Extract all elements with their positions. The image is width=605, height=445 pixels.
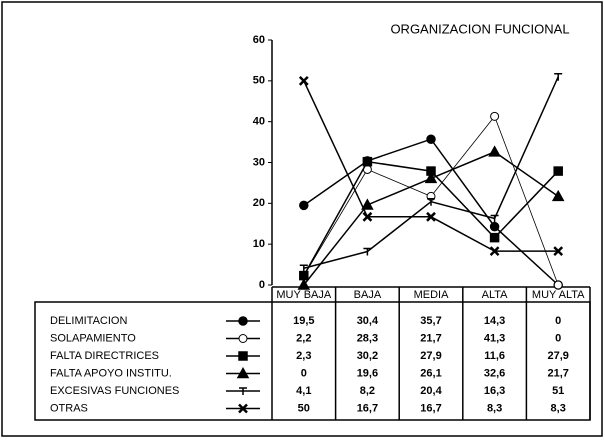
table-cell: 50: [298, 402, 310, 414]
frame: [1, 1, 603, 437]
point: [426, 134, 436, 144]
point: [361, 198, 374, 210]
table-cell: 0: [301, 367, 307, 379]
legend-marker: [238, 403, 248, 414]
legend-marker: [238, 334, 248, 343]
table-cell: 0: [555, 315, 561, 327]
table-cell: 8,3: [487, 402, 502, 414]
point: [299, 264, 308, 273]
point: [299, 200, 309, 211]
legend-label: FALTA APOYO INSTITU.: [50, 367, 172, 379]
table-cell: 41,3: [484, 332, 505, 344]
table-cell: 14,3: [484, 315, 505, 327]
x-tick-label: BAJA: [354, 289, 382, 301]
x-tick-label: MEDIA: [414, 289, 450, 301]
point: [363, 247, 372, 256]
legend-label: OTRAS: [50, 402, 88, 414]
table-cell: 21,7: [420, 332, 441, 344]
table-cell: 16,7: [420, 402, 441, 414]
x-tick-label: ALTA: [482, 289, 509, 301]
table-cell: 19,5: [293, 315, 314, 327]
chart-title: ORGANIZACION FUNCIONAL: [390, 21, 569, 36]
table-cell: 8,2: [360, 385, 375, 397]
legend-label: SOLAPAMIENTO: [50, 332, 136, 344]
table-cell: 20,4: [420, 385, 442, 397]
legend-marker: [236, 366, 250, 379]
table-cell: 16,3: [484, 385, 505, 397]
table-cell: 19,6: [357, 367, 378, 379]
table-cell: 16,7: [357, 402, 378, 414]
y-tick-label: 20: [253, 197, 265, 209]
table-cell: 35,7: [420, 315, 441, 327]
x-tick-label: MUY ALTA: [532, 289, 585, 301]
legend-marker: [239, 387, 247, 395]
point: [427, 197, 435, 206]
point: [489, 232, 500, 243]
y-tick-label: 50: [253, 75, 265, 87]
table-cell: 27,9: [547, 350, 568, 362]
table-cell: 28,3: [357, 332, 378, 344]
point: [298, 75, 309, 86]
table-cell: 0: [555, 332, 561, 344]
x-tick-label: MUY BAJA: [276, 289, 331, 301]
y-tick-label: 60: [253, 34, 265, 46]
table-cell: 11,6: [484, 350, 505, 362]
y-tick-label: 10: [253, 238, 265, 250]
point: [426, 211, 436, 222]
legend-marker: [238, 316, 248, 326]
point: [489, 221, 500, 232]
table-cell: 30,4: [357, 315, 379, 327]
legend-marker: [238, 351, 248, 361]
point: [488, 145, 501, 157]
y-tick-label: 40: [253, 116, 265, 128]
point: [553, 166, 563, 176]
point: [489, 246, 500, 256]
legend-label: EXCESIVAS FUNCIONES: [50, 385, 179, 397]
point: [553, 246, 564, 256]
table-cell: 2,2: [296, 332, 311, 344]
table-cell: 30,2: [357, 350, 378, 362]
point: [490, 214, 499, 223]
table-cell: 27,9: [420, 350, 441, 362]
table-cell: 51: [552, 385, 564, 397]
table-cell: 26,1: [420, 367, 441, 379]
point: [424, 171, 438, 184]
y-tick-label: 0: [259, 279, 265, 291]
point: [553, 280, 563, 290]
line: [303, 80, 559, 252]
point: [551, 189, 565, 202]
legend-label: FALTA DIRECTRICES: [50, 350, 159, 362]
point: [554, 73, 563, 81]
legend-label: DELIMITACION: [50, 315, 127, 327]
table-cell: 21,7: [547, 367, 568, 379]
point: [297, 278, 311, 290]
point: [490, 111, 500, 121]
table-cell: 2,3: [296, 350, 311, 362]
point: [299, 270, 309, 281]
point: [362, 211, 373, 222]
table-cell: 8,3: [551, 402, 566, 414]
table-cell: 32,6: [484, 367, 505, 379]
table-cell: 4,1: [296, 385, 311, 397]
point: [362, 156, 373, 167]
y-tick-label: 30: [253, 156, 265, 168]
